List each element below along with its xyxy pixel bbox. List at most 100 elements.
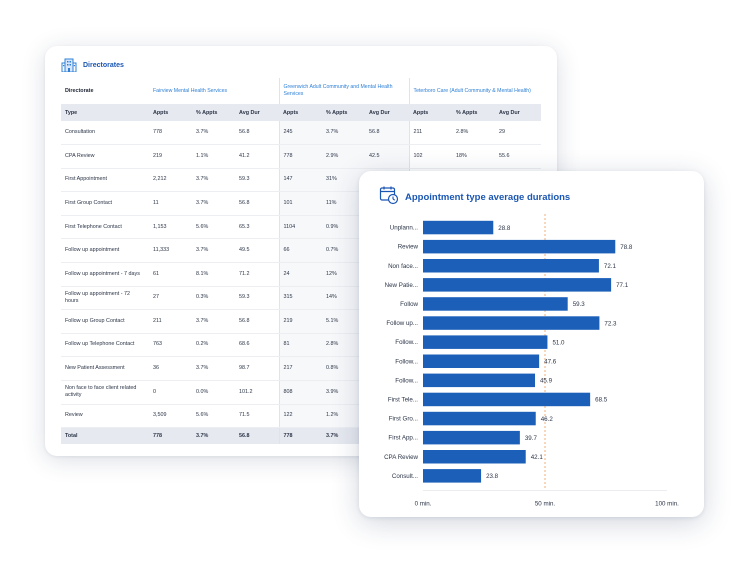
row-type-cell: Follow up Group Contact	[61, 309, 149, 334]
table-row[interactable]: CPA Review 219 1.1% 41.2 778 2.9% 42.5 102 18% 55…	[61, 144, 542, 169]
table-cell: 24	[278, 262, 322, 287]
table-cell: 0.0%	[192, 380, 235, 405]
table-cell: 1,153	[149, 215, 192, 240]
column-header[interactable]: Appts	[149, 104, 192, 121]
table-cell: 1104	[278, 215, 322, 240]
table-cell: 0.7%	[322, 238, 365, 264]
bar	[423, 373, 535, 388]
table-cell: 3.7%	[192, 168, 235, 193]
table-cell: 778	[149, 121, 192, 146]
table-cell: 315	[278, 286, 322, 311]
column-header[interactable]: Avg Dur	[235, 104, 279, 121]
table-cell: 41.2	[235, 144, 279, 169]
table-cell: 55.6	[495, 144, 542, 169]
category-label: Consult...	[392, 473, 418, 480]
category-label: New Patie...	[385, 282, 419, 289]
building-icon	[61, 58, 77, 72]
category-label: Follow...	[395, 339, 418, 346]
table-cell: 211	[149, 309, 192, 334]
table-cell: 59.3	[235, 168, 279, 193]
table-cell: 217	[278, 356, 322, 382]
row-type-cell: Consultation	[61, 121, 149, 146]
row-type-cell: Follow up Telephone Contact	[61, 333, 149, 358]
column-header[interactable]: % Appts	[322, 104, 365, 121]
x-tick-label: 50 min.	[535, 500, 556, 507]
table-cell: 14%	[322, 286, 365, 311]
table-cell: 2.8%	[322, 333, 365, 358]
row-type-cell: Follow up appointment - 7 days	[61, 262, 149, 287]
table-cell: 27	[149, 286, 192, 311]
category-label: First Tele...	[388, 396, 418, 403]
directorate-label: Directorate	[65, 88, 94, 94]
table-cell: 29	[495, 121, 542, 146]
table-cell: 3,509	[149, 404, 192, 429]
column-header[interactable]: Avg Dur	[365, 104, 410, 121]
data-label: 72.1	[604, 263, 617, 270]
column-header[interactable]: % Appts	[452, 104, 496, 121]
table-cell: 219	[278, 309, 322, 334]
column-header-row: Type Appts% Appts Avg Dur Appts% Appts Avg D…	[61, 104, 542, 121]
table-cell: 3.7%	[192, 356, 235, 382]
bar	[423, 392, 591, 407]
chart-title: Appointment type average durations	[405, 192, 571, 203]
column-header[interactable]: Type	[61, 104, 149, 121]
table-cell: 42.5	[365, 144, 410, 169]
table-cell: 0.8%	[322, 356, 365, 382]
data-label: 51.0	[552, 339, 565, 346]
table-cell: 11	[149, 191, 192, 216]
category-label: First App...	[388, 435, 418, 442]
table-cell: 3.9%	[322, 380, 365, 405]
table-cell: 5.1%	[322, 309, 365, 334]
row-type-cell: Non face to face client related activity	[61, 380, 149, 405]
table-cell: 61	[149, 262, 192, 287]
table-cell: 1.2%	[322, 404, 365, 429]
directorates-title: Directorates	[83, 61, 124, 69]
table-cell: 71.2	[235, 262, 279, 287]
bar	[423, 278, 612, 292]
directorate-group-3[interactable]: Teterboro Care (Adult Community & Mental…	[408, 78, 542, 104]
table-cell: 36	[149, 356, 192, 382]
column-header[interactable]: Avg Dur	[495, 104, 542, 121]
category-label: Non face...	[388, 263, 418, 270]
directorate-group-2[interactable]: Greenwich Adult Community and Mental Hea…	[278, 78, 410, 104]
row-type-cell: First Telephone Contact	[61, 215, 149, 240]
bar	[423, 411, 536, 426]
category-label: CPA Review	[384, 454, 418, 461]
table-cell: 101	[278, 191, 322, 216]
category-label: Review	[398, 244, 419, 251]
bar	[423, 220, 494, 235]
bar	[423, 450, 526, 464]
directorate-group-1[interactable]: Fairview Mental Health Services	[153, 87, 228, 94]
table-cell: 5.6%	[192, 404, 235, 429]
table-cell: 0	[149, 380, 192, 405]
chart-header: Appointment type average durations	[379, 185, 570, 210]
table-cell: 211	[408, 121, 453, 146]
duration-bar-chart: Unplann... 28.8 Review 78.8 Non face... 72.1 N…	[384, 214, 679, 507]
data-label: 78.8	[620, 244, 633, 251]
table-cell: 2.8%	[452, 121, 496, 146]
calendar-clock-icon	[379, 185, 399, 210]
bar	[423, 335, 548, 349]
table-cell: 147	[278, 168, 322, 193]
table-cell: 2,212	[149, 168, 192, 193]
category-label: Unplann...	[390, 225, 418, 232]
row-type-cell: New Patient Assessment	[61, 356, 149, 382]
table-cell: 56.8	[235, 121, 279, 146]
column-header[interactable]: Appts	[279, 104, 322, 121]
category-label: Follow...	[395, 377, 418, 384]
total-cell: 3.7%	[322, 427, 365, 444]
table-cell: 3.7%	[192, 309, 235, 334]
table-cell: 12%	[322, 262, 365, 287]
table-cell: 98.7	[235, 356, 279, 382]
table-cell: 11,333	[149, 238, 192, 264]
table-cell: 101.2	[235, 380, 279, 405]
total-cell: 778	[149, 427, 192, 444]
table-cell: 65.3	[235, 215, 279, 240]
table-row[interactable]: Consultation 778 3.7% 56.8 245 3.7% 56.8 211 2.8…	[61, 121, 542, 146]
row-type-cell: Follow up appointment - 72 hours	[61, 286, 149, 311]
column-header[interactable]: % Appts	[192, 104, 235, 121]
data-label: 47.6	[544, 358, 557, 365]
table-cell: 56.8	[235, 309, 279, 334]
table-cell: 778	[278, 144, 322, 169]
column-header[interactable]: Appts	[409, 104, 453, 121]
